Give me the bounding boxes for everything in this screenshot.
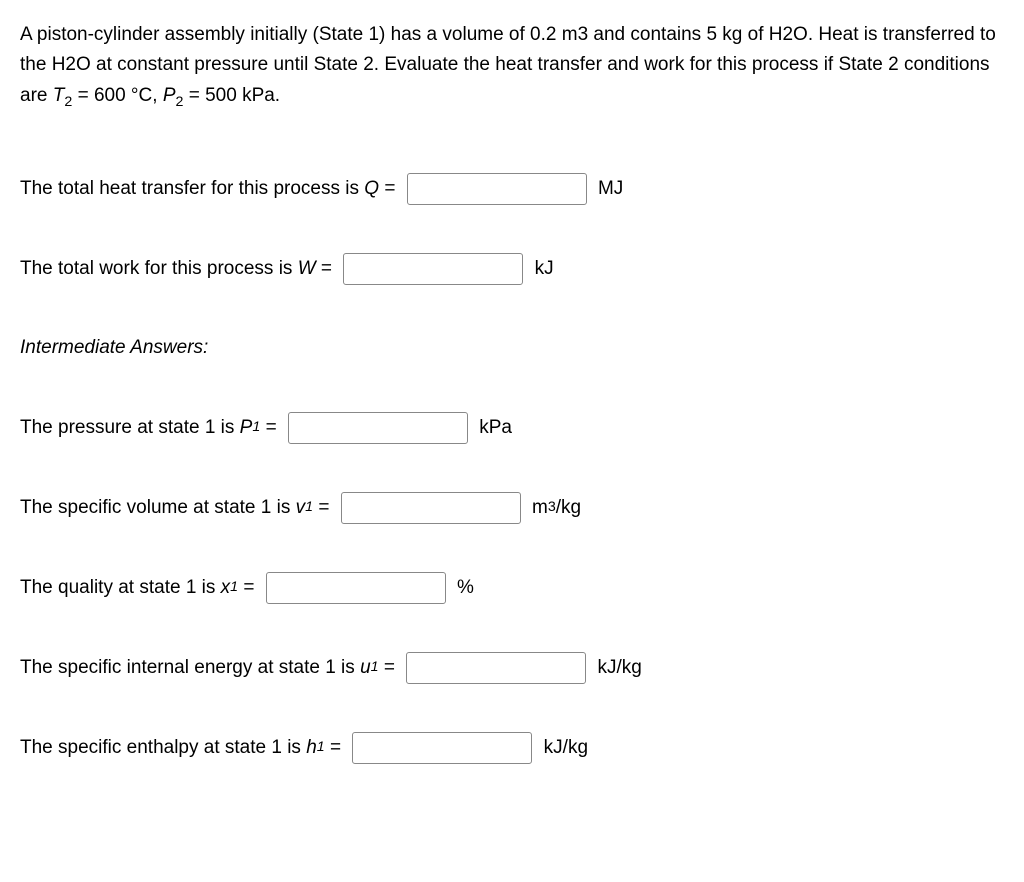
problem-statement: A piston-cylinder assembly initially (St… (20, 20, 1004, 113)
x1-unit: % (452, 573, 474, 603)
p1-pre: The pressure at state 1 is (20, 413, 240, 443)
x1-row: The quality at state 1 is x1 = % (20, 572, 1004, 604)
p1-eq: = (260, 413, 282, 443)
v1-input[interactable] (341, 492, 521, 524)
u1-row: The specific internal energy at state 1 … (20, 652, 1004, 684)
u1-var: u (360, 653, 371, 683)
h1-eq: = (325, 733, 347, 763)
v1-unit-post: /kg (556, 493, 581, 523)
p2-var: P (163, 85, 176, 106)
q-input[interactable] (407, 173, 587, 205)
t2-var: T (53, 85, 65, 106)
q-unit: MJ (593, 174, 624, 204)
u1-pre: The specific internal energy at state 1 … (20, 653, 360, 683)
p2-val: = 500 kPa. (183, 85, 280, 106)
v1-unit-sup: 3 (548, 496, 556, 519)
u1-eq: = (379, 653, 401, 683)
v1-unit-pre: m (527, 493, 548, 523)
w-unit: kJ (529, 254, 553, 284)
h1-var: h (306, 733, 317, 763)
x1-var: x (221, 573, 231, 603)
w-input[interactable] (343, 253, 523, 285)
w-var: W (298, 254, 316, 284)
q-var: Q (364, 174, 379, 204)
w-eq: = (316, 254, 338, 284)
v1-var: v (296, 493, 306, 523)
h1-sub: 1 (317, 736, 325, 759)
work-row: The total work for this process is W = k… (20, 253, 1004, 285)
x1-input[interactable] (266, 572, 446, 604)
p1-var: P (240, 413, 253, 443)
v1-row: The specific volume at state 1 is v1 = m… (20, 492, 1004, 524)
p1-sub: 1 (252, 416, 260, 439)
t2-val: = 600 °C, (72, 85, 163, 106)
h1-input[interactable] (352, 732, 532, 764)
v1-pre: The specific volume at state 1 is (20, 493, 296, 523)
x1-pre: The quality at state 1 is (20, 573, 221, 603)
x1-eq: = (238, 573, 260, 603)
p1-unit: kPa (474, 413, 512, 443)
p1-row: The pressure at state 1 is P1 = kPa (20, 412, 1004, 444)
u1-input[interactable] (406, 652, 586, 684)
heat-transfer-row: The total heat transfer for this process… (20, 173, 1004, 205)
x1-sub: 1 (230, 576, 238, 599)
u1-sub: 1 (371, 656, 379, 679)
h1-row: The specific enthalpy at state 1 is h1 =… (20, 732, 1004, 764)
p1-input[interactable] (288, 412, 468, 444)
q-eq: = (379, 174, 401, 204)
v1-eq: = (313, 493, 335, 523)
v1-sub: 1 (305, 496, 313, 519)
w-label-pre: The total work for this process is (20, 254, 298, 284)
intermediate-label: Intermediate Answers: (20, 333, 208, 363)
q-label-pre: The total heat transfer for this process… (20, 174, 364, 204)
h1-pre: The specific enthalpy at state 1 is (20, 733, 306, 763)
h1-unit: kJ/kg (538, 733, 588, 763)
intermediate-heading: Intermediate Answers: (20, 333, 1004, 363)
u1-unit: kJ/kg (592, 653, 642, 683)
